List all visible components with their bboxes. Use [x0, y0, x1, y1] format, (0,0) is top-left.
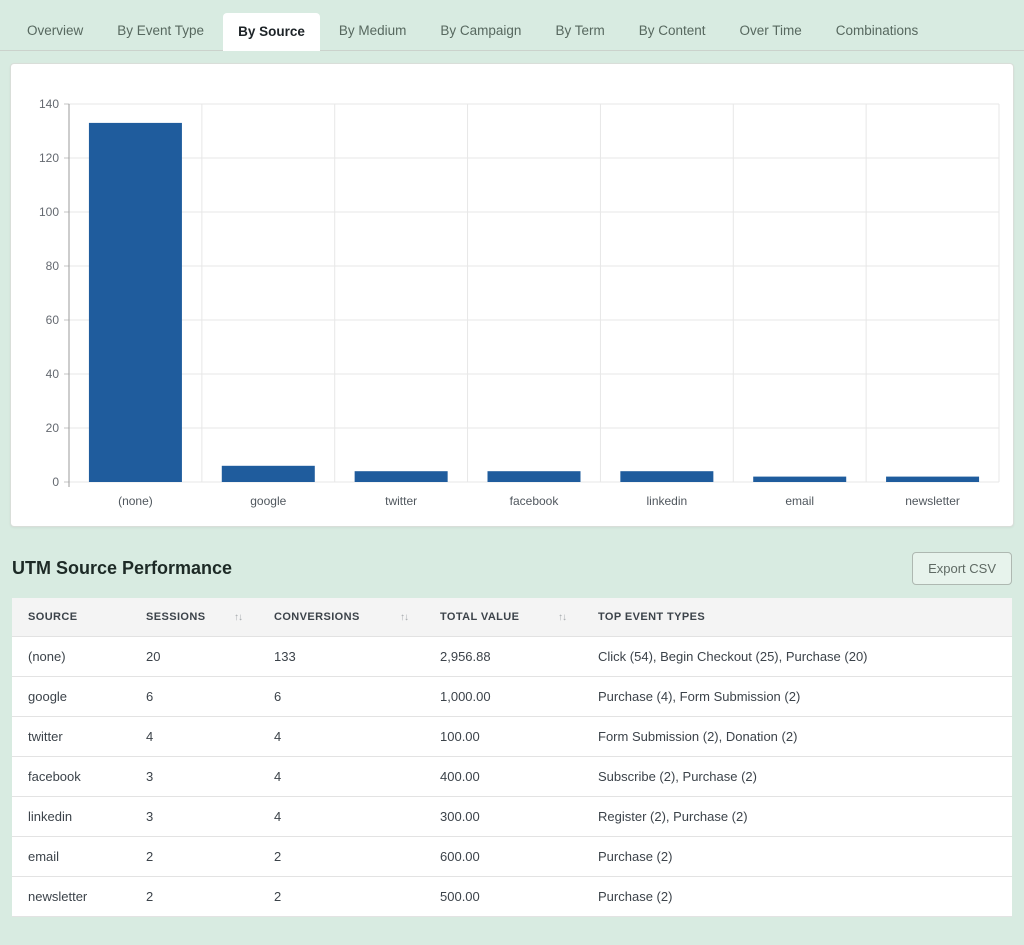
column-header-conversions[interactable]: CONVERSIONS ↑↓ [258, 598, 424, 637]
sort-icon[interactable]: ↑↓ [400, 612, 408, 623]
cell-source: newsletter [12, 877, 130, 917]
table-row: google661,000.00Purchase (4), Form Submi… [12, 677, 1012, 717]
cell-conversions: 4 [258, 797, 424, 837]
table-row: email22600.00Purchase (2) [12, 837, 1012, 877]
y-tick-label: 140 [39, 97, 59, 111]
sort-icon[interactable]: ↑↓ [558, 612, 566, 623]
cell-top-event-types: Click (54), Begin Checkout (25), Purchas… [582, 637, 1012, 677]
page-title: UTM Source Performance [12, 558, 232, 579]
cell-source: linkedin [12, 797, 130, 837]
cell-total-value: 400.00 [424, 757, 582, 797]
table-row: linkedin34300.00Register (2), Purchase (… [12, 797, 1012, 837]
cell-top-event-types: Subscribe (2), Purchase (2) [582, 757, 1012, 797]
y-tick-label: 120 [39, 151, 59, 165]
cell-top-event-types: Purchase (4), Form Submission (2) [582, 677, 1012, 717]
y-tick-label: 80 [46, 259, 60, 273]
sort-icon[interactable]: ↑↓ [234, 612, 242, 623]
cell-conversions: 6 [258, 677, 424, 717]
bar-newsletter [886, 477, 979, 482]
bar-none [89, 123, 182, 482]
column-label: TOTAL VALUE [440, 611, 519, 623]
cell-conversions: 4 [258, 757, 424, 797]
bar-google [222, 466, 315, 482]
cell-sessions: 2 [130, 837, 258, 877]
cell-source: (none) [12, 637, 130, 677]
cell-sessions: 6 [130, 677, 258, 717]
y-tick-label: 20 [46, 421, 60, 435]
x-category-label: email [785, 494, 814, 508]
column-header-sessions[interactable]: SESSIONS ↑↓ [130, 598, 258, 637]
column-label: TOP EVENT TYPES [598, 611, 705, 623]
export-csv-button[interactable]: Export CSV [912, 552, 1012, 585]
column-label: SESSIONS [146, 611, 205, 623]
table-row: twitter44100.00Form Submission (2), Dona… [12, 717, 1012, 757]
cell-sessions: 2 [130, 877, 258, 917]
cell-total-value: 100.00 [424, 717, 582, 757]
column-header-source: SOURCE [12, 598, 130, 637]
x-category-label: newsletter [905, 494, 960, 508]
table-body: (none)201332,956.88Click (54), Begin Che… [12, 637, 1012, 917]
bar-twitter [355, 471, 448, 482]
cell-total-value: 1,000.00 [424, 677, 582, 717]
cell-top-event-types: Purchase (2) [582, 837, 1012, 877]
tab-bar: OverviewBy Event TypeBy SourceBy MediumB… [0, 0, 1024, 51]
cell-conversions: 2 [258, 837, 424, 877]
x-category-label: google [250, 494, 286, 508]
section-header: UTM Source Performance Export CSV [12, 552, 1012, 585]
cell-sessions: 4 [130, 717, 258, 757]
column-label: CONVERSIONS [274, 611, 360, 623]
table-row: newsletter22500.00Purchase (2) [12, 877, 1012, 917]
tab-by-content[interactable]: By Content [624, 12, 721, 50]
cell-conversions: 4 [258, 717, 424, 757]
y-tick-label: 100 [39, 205, 59, 219]
cell-total-value: 2,956.88 [424, 637, 582, 677]
cell-top-event-types: Form Submission (2), Donation (2) [582, 717, 1012, 757]
cell-source: facebook [12, 757, 130, 797]
tab-by-medium[interactable]: By Medium [324, 12, 422, 50]
chart-card: 0 20 40 60 80 100 120 140 (none) google twitter fac… [10, 63, 1014, 527]
column-header-top-event-types: TOP EVENT TYPES [582, 598, 1012, 637]
bar-linkedin [620, 471, 713, 482]
cell-source: google [12, 677, 130, 717]
cell-source: email [12, 837, 130, 877]
y-tick-label: 0 [52, 475, 59, 489]
cell-total-value: 500.00 [424, 877, 582, 917]
cell-sessions: 3 [130, 797, 258, 837]
column-header-total-value[interactable]: TOTAL VALUE ↑↓ [424, 598, 582, 637]
tab-by-event-type[interactable]: By Event Type [102, 12, 219, 50]
cell-top-event-types: Purchase (2) [582, 877, 1012, 917]
cell-conversions: 2 [258, 877, 424, 917]
utm-source-table: SOURCESESSIONS↑↓CONVERSIONS↑↓TOTAL VALUE… [12, 598, 1012, 917]
tab-by-campaign[interactable]: By Campaign [425, 12, 536, 50]
x-category-label: facebook [510, 494, 560, 508]
x-category-label: (none) [118, 494, 153, 508]
bar-email [753, 477, 846, 482]
tab-over-time[interactable]: Over Time [725, 12, 817, 50]
table-header: SOURCESESSIONS↑↓CONVERSIONS↑↓TOTAL VALUE… [12, 598, 1012, 637]
bar-chart: 0 20 40 60 80 100 120 140 (none) google twitter fac… [17, 74, 1007, 520]
cell-top-event-types: Register (2), Purchase (2) [582, 797, 1012, 837]
cell-sessions: 20 [130, 637, 258, 677]
table-row: (none)201332,956.88Click (54), Begin Che… [12, 637, 1012, 677]
tab-by-term[interactable]: By Term [540, 12, 619, 50]
tab-by-source[interactable]: By Source [223, 13, 320, 51]
tab-combinations[interactable]: Combinations [821, 12, 934, 50]
cell-sessions: 3 [130, 757, 258, 797]
x-category-label: linkedin [647, 494, 688, 508]
tab-overview[interactable]: Overview [12, 12, 98, 50]
x-category-label: twitter [385, 494, 417, 508]
cell-total-value: 600.00 [424, 837, 582, 877]
bar-facebook [488, 471, 581, 482]
y-tick-label: 40 [46, 367, 60, 381]
table-row: facebook34400.00Subscribe (2), Purchase … [12, 757, 1012, 797]
cell-conversions: 133 [258, 637, 424, 677]
y-tick-label: 60 [46, 313, 60, 327]
cell-total-value: 300.00 [424, 797, 582, 837]
cell-source: twitter [12, 717, 130, 757]
column-label: SOURCE [28, 611, 77, 623]
